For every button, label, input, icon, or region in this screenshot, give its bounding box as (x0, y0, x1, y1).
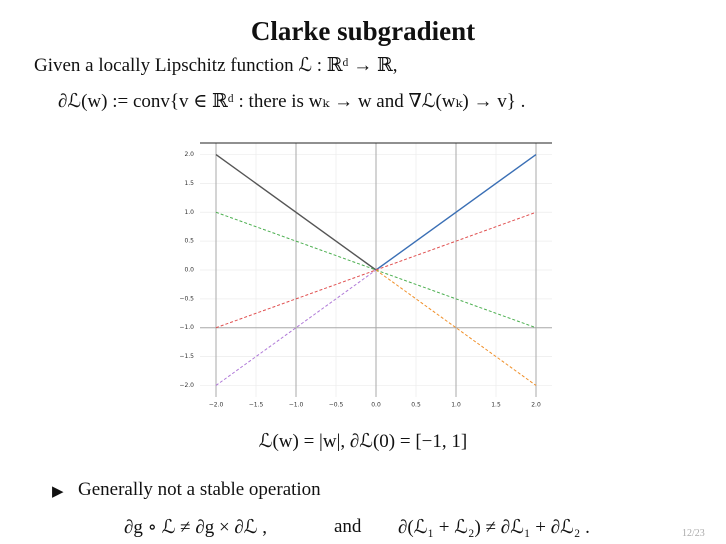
x-tick-label: 1.0 (451, 402, 461, 409)
x-tick-label: 2.0 (531, 402, 541, 409)
y-tick-label: −0.5 (179, 295, 194, 302)
series-line (375, 269, 537, 386)
x-tick-label: −0.5 (329, 402, 344, 409)
formula-left: ∂g ∘ ℒ ≠ ∂g × ∂ℒ , (124, 517, 267, 538)
x-tick-label: 0.5 (411, 402, 421, 409)
chart: −2.0 −1.5 −1.0 −0.5 0.0 0.5 1.0 1.5 2.0 2.0 1.5 1.0… (179, 142, 552, 409)
y-tick-label: 1.0 (184, 209, 194, 216)
bullet: Generally not a stable operation (78, 479, 321, 500)
y-tick-label: 0.0 (184, 267, 194, 274)
y-tick-label: −2.0 (179, 382, 194, 389)
page-number: 12/23 (682, 528, 705, 539)
definition: ∂ℒ(w) := conv{v ∈ ℝᵈ : there is wₖ → w a… (58, 91, 526, 112)
x-tick-label: −1.0 (289, 402, 304, 409)
slide-title: Clarke subgradient (250, 16, 476, 46)
x-tick-label: −1.5 (249, 402, 264, 409)
y-tick-label: −1.0 (179, 324, 194, 331)
formula-right: ∂(ℒ₁ + ℒ₂) ≠ ∂ℒ₁ + ∂ℒ₂ . (398, 517, 590, 538)
y-tick-label: 2.0 (184, 151, 194, 158)
x-tick-label: 1.5 (491, 402, 501, 409)
x-tick-label: −2.0 (209, 402, 224, 409)
intro: Given a locally Lipschitz function ℒ : ℝ… (34, 55, 398, 76)
x-tick-label: 0.0 (371, 402, 381, 409)
series-line (375, 153, 537, 271)
y-tick-label: 1.5 (184, 180, 194, 187)
series-line (215, 153, 377, 271)
bullet-marker: ▶ (52, 484, 64, 500)
series-line (215, 269, 377, 386)
y-tick-label: 0.5 (184, 238, 194, 245)
formula-connector: and (334, 516, 362, 537)
chart-caption: ℒ(w) = |w|, ∂ℒ(0) = [−1, 1] (258, 431, 468, 452)
y-tick-label: −1.5 (179, 353, 194, 360)
